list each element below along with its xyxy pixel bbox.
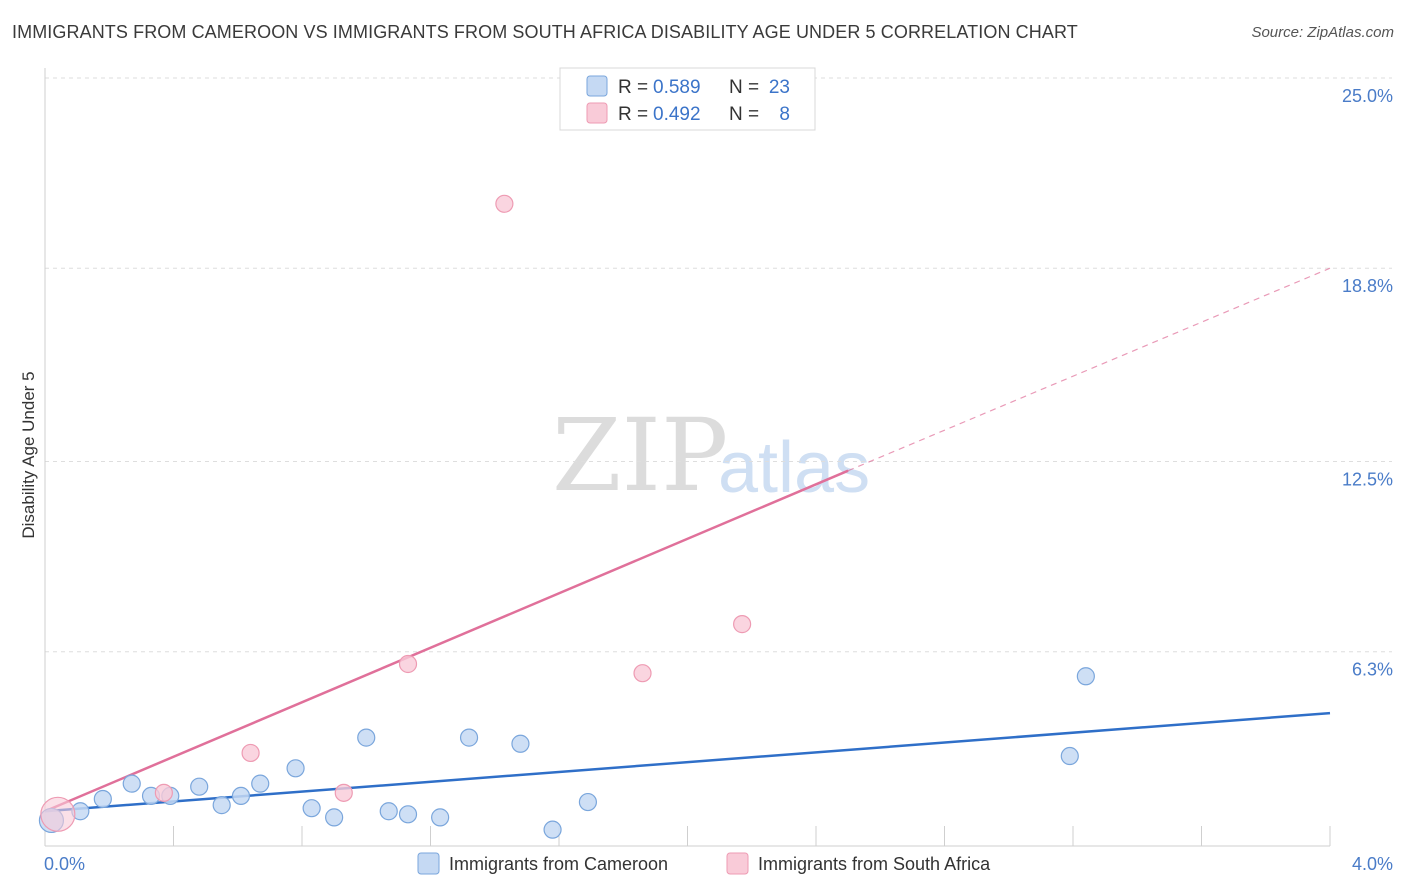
legend-n-label-south-africa: N = xyxy=(729,104,759,125)
point-cameroon xyxy=(93,789,112,809)
point-cameroon xyxy=(325,808,344,827)
trend-lines xyxy=(44,267,1331,813)
series-legend-swatch-cameroon xyxy=(417,852,440,875)
x-tick-label-1: 4.0% xyxy=(1352,854,1393,874)
point-cameroon xyxy=(212,796,231,815)
point-cameroon xyxy=(459,728,479,747)
trend-line-south-africa xyxy=(44,469,849,813)
y-tick-label-3: 25.0% xyxy=(1342,86,1393,106)
series-legend-label-cameroon: Immigrants from Cameroon xyxy=(449,854,668,874)
point-south-africa xyxy=(241,743,260,763)
y-tick-labels: 6.3% 12.5% 18.8% 25.0% xyxy=(1342,86,1393,680)
series-legend-swatch-south-africa xyxy=(726,852,749,875)
point-south-africa xyxy=(633,664,652,683)
point-south-africa xyxy=(40,796,76,832)
point-cameroon xyxy=(1060,746,1079,766)
point-cameroon xyxy=(379,802,398,821)
series-legend: Immigrants from Cameroon Immigrants from… xyxy=(417,852,991,875)
y-tick-label-0: 6.3% xyxy=(1352,660,1393,680)
y-axis-label: Disability Age Under 5 xyxy=(19,371,38,538)
watermark-zip: ZIP xyxy=(552,397,728,514)
point-cameroon xyxy=(1076,667,1095,686)
point-cameroon xyxy=(543,820,562,839)
point-south-africa xyxy=(398,654,418,674)
source-credit: Source: ZipAtlas.com xyxy=(1251,24,1394,41)
chart-title: IMMIGRANTS FROM CAMEROON VS IMMIGRANTS F… xyxy=(12,22,1078,42)
watermark-atlas: atlas xyxy=(718,428,870,508)
point-cameroon xyxy=(286,759,305,778)
point-south-africa xyxy=(495,194,514,213)
point-cameroon xyxy=(251,774,270,793)
legend-r-label-cameroon: R = xyxy=(618,77,648,98)
series-legend-label-south-africa: Immigrants from South Africa xyxy=(758,854,991,874)
point-cameroon xyxy=(511,734,530,753)
trend-line-south-africa-extension xyxy=(847,267,1331,472)
x-tick-labels: 0.0% 4.0% xyxy=(44,854,1393,874)
point-cameroon xyxy=(122,774,141,793)
watermark: ZIP atlas xyxy=(552,397,870,514)
point-cameroon xyxy=(431,808,450,827)
gridlines xyxy=(45,77,1392,653)
point-cameroon xyxy=(231,786,251,806)
legend-r-value-south-africa: 0.492 xyxy=(653,104,701,125)
correlation-legend: R = 0.589 N = 23 R = 0.492 N = 8 xyxy=(559,67,816,131)
legend-r-label-south-africa: R = xyxy=(618,104,648,125)
point-south-africa xyxy=(733,615,752,634)
legend-n-value-south-africa: 8 xyxy=(779,104,790,125)
point-cameroon xyxy=(578,792,598,812)
legend-swatch-south-africa xyxy=(586,102,608,124)
point-cameroon xyxy=(190,777,209,796)
point-cameroon xyxy=(357,728,376,747)
legend-swatch-cameroon xyxy=(586,75,608,97)
legend-r-value-cameroon: 0.589 xyxy=(653,77,701,98)
legend-n-value-cameroon: 23 xyxy=(769,77,790,98)
trend-line-cameroon xyxy=(44,711,1331,813)
point-cameroon xyxy=(302,799,321,818)
y-tick-label-1: 12.5% xyxy=(1342,470,1393,490)
point-south-africa xyxy=(334,783,353,802)
point-south-africa xyxy=(154,783,173,802)
point-cameroon xyxy=(398,805,418,824)
legend-n-label-cameroon: N = xyxy=(729,77,759,98)
data-points xyxy=(38,194,1095,839)
y-tick-label-2: 18.8% xyxy=(1342,276,1393,296)
x-tick-label-0: 0.0% xyxy=(44,854,85,874)
